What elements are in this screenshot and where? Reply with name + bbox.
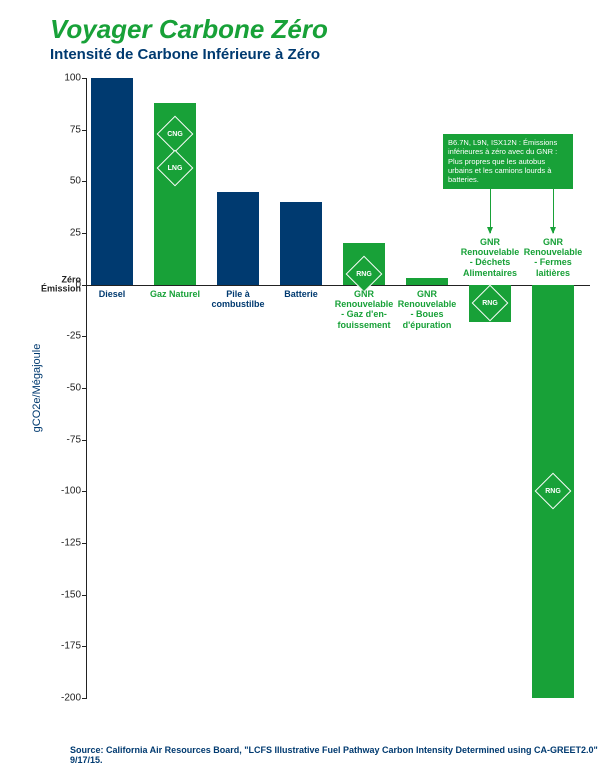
x-axis-label: GNRRenouvelable- Fermeslaitières xyxy=(523,237,583,278)
callout-arrow-icon xyxy=(553,178,554,233)
bar xyxy=(217,192,259,285)
zero-emission-label: ZéroÉmission xyxy=(41,275,81,294)
x-axis-label: Diesel xyxy=(82,289,142,299)
page-title: Voyager Carbone Zéro xyxy=(50,14,328,45)
zero-line xyxy=(87,285,590,286)
y-tick-label: -100 xyxy=(61,486,81,497)
y-tick-label: 25 xyxy=(70,228,81,239)
x-axis-label: GNRRenouvelable- Gaz d'en-fouissement xyxy=(334,289,394,330)
chart: gCO2e/Mégajoule 1007550250-25-50-75-100-… xyxy=(50,78,590,698)
y-tick-label: 50 xyxy=(70,176,81,187)
page-subtitle: Intensité de Carbone Inférieure à Zéro xyxy=(50,46,320,63)
y-tick-label: -125 xyxy=(61,538,81,549)
y-axis-label: gCO2e/Mégajoule xyxy=(31,344,43,433)
y-tick-label: -200 xyxy=(61,693,81,704)
y-tick-label: -25 xyxy=(67,331,81,342)
bar xyxy=(406,278,448,284)
bar xyxy=(280,202,322,285)
y-tick-label: 75 xyxy=(70,124,81,135)
y-tick-label: -175 xyxy=(61,641,81,652)
x-axis-label: Gaz Naturel xyxy=(145,289,205,299)
source-text: Source: California Air Resources Board, … xyxy=(70,745,604,765)
x-axis-label: GNRRenouvelable- DéchetsAlimentaires xyxy=(460,237,520,278)
x-axis-label: GNRRenouvelable- Bouesd'épuration xyxy=(397,289,457,330)
x-axis-label: Batterie xyxy=(271,289,331,299)
y-tick-label: -150 xyxy=(61,589,81,600)
y-tick-label: 100 xyxy=(64,73,81,84)
y-tick-label: -50 xyxy=(67,383,81,394)
x-axis-label: Pile àcombustilbe xyxy=(208,289,268,310)
bar xyxy=(91,78,133,285)
callout-arrow-icon xyxy=(490,178,491,233)
y-tick-label: -75 xyxy=(67,434,81,445)
plot-area: gCO2e/Mégajoule 1007550250-25-50-75-100-… xyxy=(86,78,590,698)
